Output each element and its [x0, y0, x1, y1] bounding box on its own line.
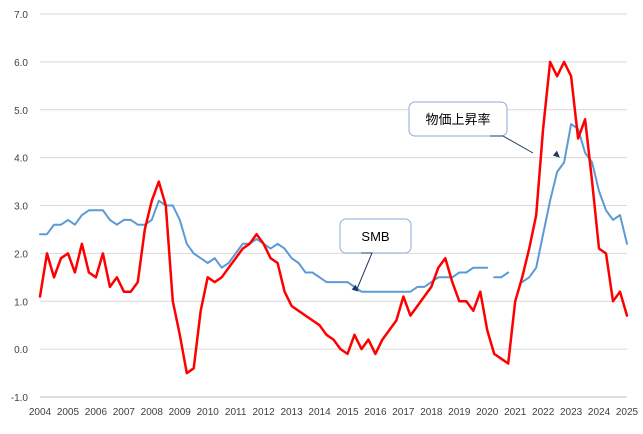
x-tick-label: 2023	[560, 407, 583, 418]
series-segment	[493, 271, 510, 279]
x-tick-label: 2021	[504, 407, 527, 418]
series-lines	[38, 60, 629, 375]
series-smb-line	[39, 123, 628, 293]
x-tick-label: 2009	[169, 407, 192, 418]
y-tick-label: 5.0	[14, 106, 28, 117]
x-tick-label: 2007	[113, 407, 136, 418]
callout-label: 物価上昇率	[425, 112, 490, 127]
x-tick-label: 2015	[336, 407, 359, 418]
x-tick-label: 2022	[532, 407, 555, 418]
callouts: SMB 物価上昇率	[339, 101, 560, 292]
y-tick-label: 2.0	[14, 249, 28, 260]
x-tick-label: 2008	[141, 407, 164, 418]
gridlines	[40, 13, 627, 350]
x-tick-label: 2025	[616, 407, 639, 418]
callout-arrowhead	[552, 150, 560, 158]
y-tick-label: 0.0	[14, 345, 28, 356]
x-tick-label: 2010	[197, 407, 220, 418]
x-tick-label: 2012	[252, 407, 275, 418]
x-tick-labels: 2004 2005 2006 2007 2008 2009 2010 2011 2012 2013…	[29, 407, 639, 418]
y-tick-label: 3.0	[14, 202, 28, 213]
callout-arrowhead	[351, 284, 359, 292]
callout-box	[339, 218, 412, 254]
series-inflation-line	[38, 60, 629, 375]
y-tick-label: 1.0	[14, 297, 28, 308]
x-tick-label: 2014	[308, 407, 331, 418]
y-tick-label: 7.0	[14, 10, 28, 21]
callout-pointer	[356, 252, 373, 290]
x-tick-label: 2024	[588, 407, 611, 418]
y-tick-label: -1.0	[11, 393, 29, 404]
x-tick-label: 2013	[280, 407, 303, 418]
x-tick-label: 2006	[85, 407, 108, 418]
series-segment	[38, 60, 629, 375]
y-tick-labels: -1.0 0.0 1.0 2.0 3.0 4.0 5.0 6.0 7.0	[11, 10, 29, 404]
y-tick-label: 4.0	[14, 154, 28, 165]
x-tick-label: 2016	[364, 407, 387, 418]
x-tick-label: 2017	[392, 407, 415, 418]
callout-label: SMB	[361, 229, 389, 244]
callout-smb: SMB	[339, 218, 412, 292]
series-segment	[521, 123, 628, 284]
x-tick-label: 2005	[57, 407, 80, 418]
callout-inflation: 物価上昇率	[408, 101, 560, 158]
x-tick-label: 2004	[29, 407, 52, 418]
x-tick-label: 2018	[420, 407, 443, 418]
x-tick-label: 2011	[225, 407, 247, 418]
x-tick-label: 2019	[448, 407, 471, 418]
callout-pointer	[490, 135, 534, 154]
y-tick-label: 6.0	[14, 58, 28, 69]
x-tick-label: 2020	[476, 407, 499, 418]
callout-box	[408, 101, 508, 137]
callout-pointer-fill	[490, 136, 533, 153]
